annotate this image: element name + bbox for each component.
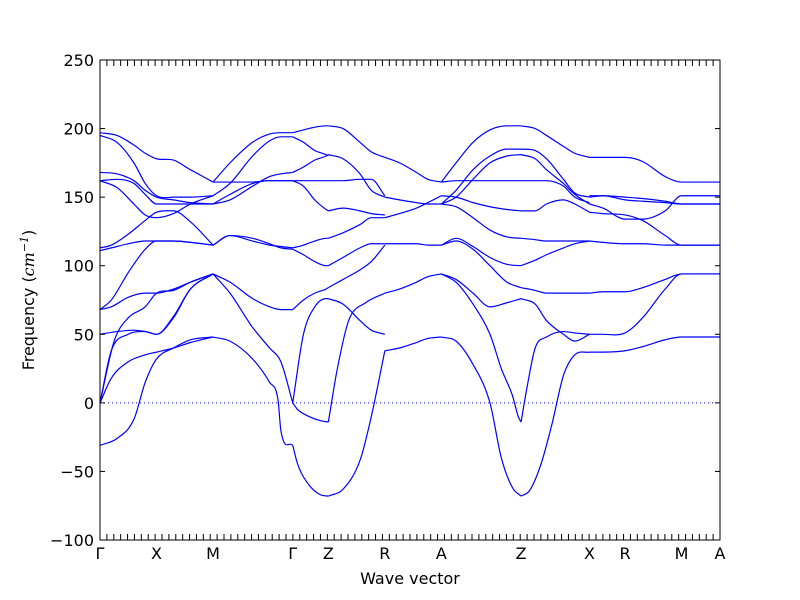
x-tick-label: M bbox=[206, 544, 220, 563]
band-line bbox=[441, 336, 522, 497]
band-line bbox=[384, 336, 442, 352]
band-line bbox=[520, 287, 590, 294]
band-line bbox=[520, 330, 590, 423]
band-line bbox=[292, 237, 329, 249]
band-line bbox=[441, 154, 522, 205]
x-tick-label: Γ bbox=[288, 544, 297, 563]
y-tick-label: −100 bbox=[50, 531, 94, 550]
band-line bbox=[328, 154, 386, 198]
y-tick-label: 100 bbox=[63, 257, 94, 276]
band-line bbox=[212, 336, 294, 446]
band-line bbox=[441, 240, 522, 289]
band-line bbox=[384, 196, 442, 205]
band-line bbox=[441, 180, 522, 183]
band-line bbox=[212, 132, 293, 183]
x-tick-label: Z bbox=[516, 544, 527, 563]
band-line bbox=[292, 445, 329, 497]
band-line bbox=[441, 273, 522, 308]
band-line bbox=[292, 287, 329, 311]
x-axis-title: Wave vector bbox=[360, 569, 460, 588]
band-line bbox=[100, 171, 214, 205]
y-axis-title: Frequency (cm−1) bbox=[18, 230, 38, 371]
band-line bbox=[520, 351, 590, 497]
band-line bbox=[384, 195, 442, 219]
plot-frame bbox=[99, 59, 721, 541]
band-line bbox=[100, 132, 214, 183]
band-line bbox=[328, 243, 385, 267]
band-line bbox=[292, 125, 329, 134]
band-line bbox=[100, 240, 214, 252]
band-line bbox=[212, 136, 293, 197]
band-line bbox=[212, 273, 293, 311]
band-line bbox=[292, 248, 329, 267]
band-line bbox=[384, 243, 442, 246]
y-tick-label: 250 bbox=[63, 51, 94, 70]
x-tick-label: X bbox=[584, 544, 595, 563]
band-line bbox=[520, 240, 590, 267]
band-line bbox=[441, 195, 522, 212]
y-tick-labels: −100 −50 0 50 100 150 200 250 bbox=[50, 51, 94, 550]
band-line bbox=[328, 178, 386, 197]
band-line bbox=[384, 273, 442, 294]
band-line bbox=[292, 180, 329, 212]
x-tick-label: A bbox=[436, 544, 447, 563]
band-line bbox=[292, 136, 329, 157]
band-line bbox=[100, 336, 214, 404]
band-line bbox=[520, 154, 590, 205]
band-line bbox=[328, 125, 386, 158]
band-line bbox=[328, 217, 385, 239]
phonon-bands bbox=[100, 125, 720, 497]
band-line bbox=[440, 125, 522, 183]
band-line bbox=[328, 298, 386, 335]
band-line bbox=[100, 178, 214, 205]
y-tick-label: −50 bbox=[60, 462, 94, 481]
y-tick-label: 150 bbox=[63, 188, 94, 207]
x-tick-label: R bbox=[379, 544, 390, 563]
band-line bbox=[440, 148, 522, 205]
band-line bbox=[212, 234, 293, 249]
band-line bbox=[212, 273, 294, 404]
band-line bbox=[521, 199, 590, 213]
x-tick-label: M bbox=[675, 544, 689, 563]
x-tick-label: R bbox=[619, 544, 630, 563]
band-line bbox=[589, 336, 720, 353]
band-line bbox=[100, 336, 214, 446]
band-line bbox=[520, 125, 590, 158]
band-line bbox=[100, 273, 214, 311]
band-line bbox=[100, 210, 214, 249]
band-line bbox=[100, 273, 214, 335]
band-line bbox=[521, 237, 590, 242]
x-tick-label: A bbox=[715, 544, 726, 563]
band-line bbox=[327, 292, 386, 423]
band-line bbox=[441, 203, 522, 239]
y-tick-label: 200 bbox=[63, 120, 94, 139]
band-line bbox=[589, 211, 720, 246]
band-line bbox=[589, 195, 720, 220]
band-line bbox=[441, 273, 522, 423]
x-tick-label: Γ bbox=[96, 544, 105, 563]
band-line bbox=[441, 237, 522, 267]
x-tick-label: Z bbox=[323, 544, 334, 563]
y-tick-label: 50 bbox=[74, 325, 94, 344]
band-line bbox=[521, 148, 590, 198]
band-line bbox=[292, 402, 329, 423]
band-line bbox=[328, 350, 386, 497]
x-tick-label: X bbox=[151, 544, 162, 563]
band-line bbox=[212, 180, 293, 205]
band-line bbox=[520, 298, 590, 342]
band-line bbox=[589, 273, 720, 294]
band-line bbox=[292, 298, 329, 403]
y-tick-label: 0 bbox=[84, 394, 94, 413]
band-line bbox=[589, 156, 720, 183]
band-line bbox=[521, 180, 590, 204]
band-line bbox=[100, 180, 214, 219]
band-line bbox=[328, 207, 385, 216]
band-line bbox=[100, 134, 214, 199]
band-line bbox=[384, 156, 442, 183]
band-line bbox=[328, 244, 386, 289]
band-line bbox=[589, 195, 720, 205]
